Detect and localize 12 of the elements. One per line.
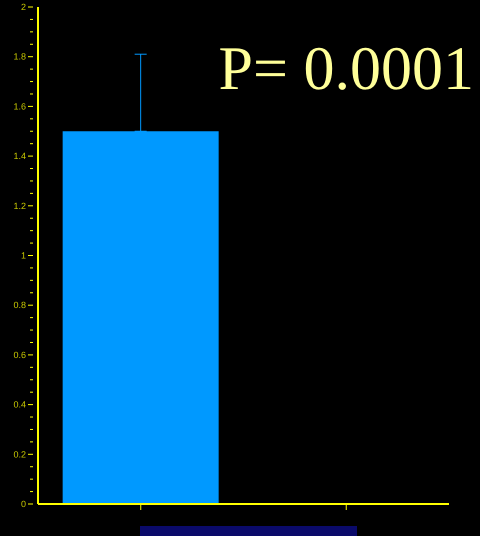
annotation: P= 0.0001 — [218, 35, 474, 103]
y-tick-label: 2 — [20, 2, 26, 12]
y-tick-label: 0 — [20, 499, 26, 509]
y-tick-label: 0.6 — [13, 350, 26, 360]
y-tick-label: 0.8 — [13, 300, 26, 310]
y-tick-label: 0.4 — [13, 400, 26, 410]
y-tick-label: 1.6 — [13, 101, 26, 112]
y-tick-label: 1.8 — [13, 52, 26, 62]
y-tick-label: 1.4 — [13, 151, 26, 162]
y-tick-label: 0.2 — [13, 449, 26, 460]
y-tick-label: 1.2 — [13, 200, 26, 211]
y-tick-label: 1 — [20, 250, 26, 260]
